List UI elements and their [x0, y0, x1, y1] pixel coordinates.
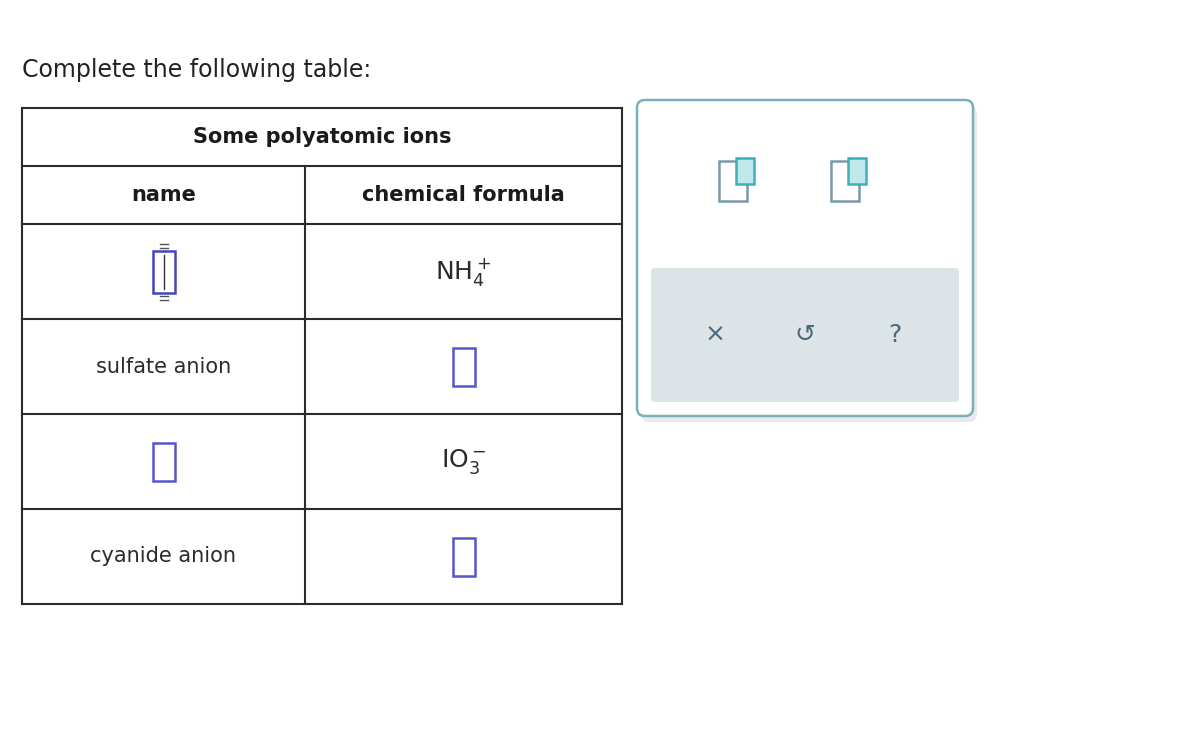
- Bar: [452, 537, 474, 576]
- FancyBboxPatch shape: [641, 106, 977, 422]
- Text: Some polyatomic ions: Some polyatomic ions: [193, 127, 451, 147]
- Bar: [152, 443, 174, 481]
- Text: sulfate anion: sulfate anion: [96, 356, 232, 376]
- Text: $\mathregular{IO_3^-}$: $\mathregular{IO_3^-}$: [440, 447, 486, 476]
- Text: ?: ?: [888, 323, 901, 347]
- Bar: [719, 161, 746, 201]
- Text: $\mathregular{NH_4^+}$: $\mathregular{NH_4^+}$: [436, 255, 492, 287]
- Bar: [848, 158, 866, 184]
- FancyBboxPatch shape: [637, 100, 973, 416]
- Text: chemical formula: chemical formula: [362, 185, 565, 205]
- Text: Complete the following table:: Complete the following table:: [22, 58, 371, 82]
- Bar: [830, 161, 859, 201]
- Bar: [452, 347, 474, 385]
- FancyBboxPatch shape: [650, 268, 959, 402]
- Bar: [152, 251, 174, 292]
- Text: name: name: [131, 185, 196, 205]
- Bar: [736, 158, 754, 184]
- Text: ×: ×: [704, 323, 726, 347]
- Text: cyanide anion: cyanide anion: [90, 547, 236, 566]
- Text: ↺: ↺: [794, 323, 816, 347]
